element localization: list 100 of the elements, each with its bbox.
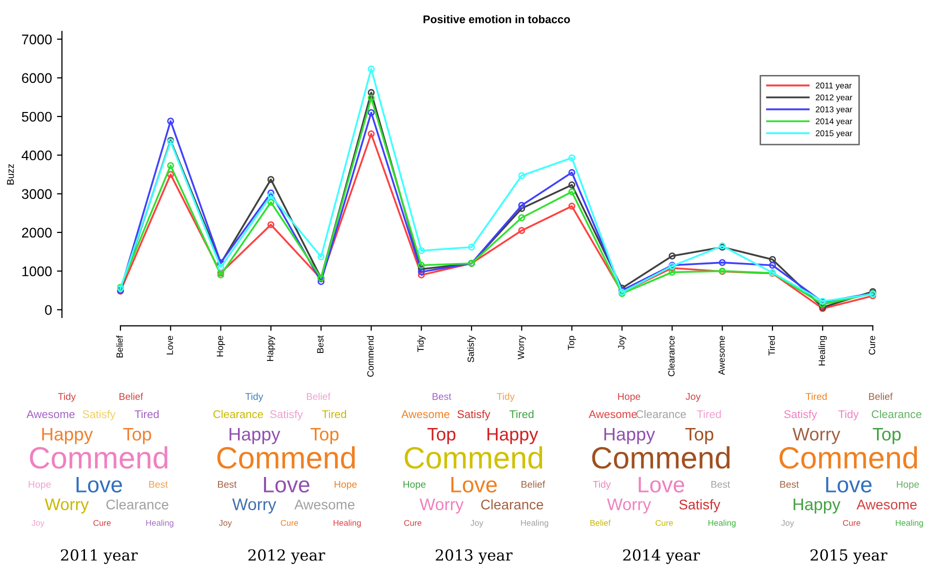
x-tick-label: Joy: [618, 336, 626, 350]
text: Satisfy: [82, 410, 116, 420]
text: Happy: [794, 498, 840, 514]
text: Hope: [334, 480, 357, 490]
text: Love: [76, 477, 122, 493]
text: Commend: [30, 446, 168, 469]
text: 2014 year: [623, 549, 700, 564]
text: Worry: [420, 498, 464, 514]
y-tick-label: 5000: [22, 112, 52, 122]
text: Hope: [896, 480, 919, 490]
legend-label: 2015 year: [816, 130, 852, 138]
text: Happy: [604, 428, 656, 444]
text: Worry: [44, 498, 89, 514]
text: Love: [638, 477, 684, 493]
text: Healing: [334, 520, 361, 528]
text: Worry: [232, 498, 276, 514]
text: Healing: [708, 520, 736, 528]
text: Clearance: [481, 499, 544, 510]
text: Cure: [280, 520, 298, 526]
x-tick-label: Tidy: [417, 336, 426, 352]
y-tick-label: 6000: [22, 73, 52, 84]
y-tick-label: 0: [45, 305, 52, 315]
text: Healing: [521, 520, 548, 528]
text: 2012 year: [248, 549, 326, 564]
text: Awesome: [588, 410, 637, 418]
text: Cure: [843, 520, 860, 526]
text: Awesome: [26, 410, 75, 418]
text: Commend: [217, 446, 355, 469]
text: Tired: [134, 410, 159, 418]
text: Hope: [28, 480, 51, 490]
text: 2011 year: [60, 549, 138, 564]
text: Cure: [404, 520, 422, 526]
text: Joy: [470, 520, 484, 528]
text: Satisfy: [784, 410, 818, 420]
x-tick-label: Happy: [267, 336, 276, 361]
text: Awesome: [401, 410, 450, 418]
text: Tidy: [838, 410, 859, 420]
text: Worry: [792, 428, 840, 444]
text: Joy: [781, 520, 794, 528]
text: Belief: [590, 520, 611, 526]
text: Best: [149, 480, 168, 488]
text: Top: [872, 428, 901, 444]
text: Top: [123, 428, 152, 444]
text: Awesome: [294, 500, 354, 510]
text: Commend: [780, 446, 917, 469]
text: Clearance: [213, 410, 264, 418]
text: Tired: [806, 392, 827, 400]
y-tick-label: 2000: [22, 228, 52, 238]
text: Satisfy: [457, 410, 490, 420]
x-tick-label: Tired: [768, 336, 775, 356]
text: Belief: [120, 392, 144, 400]
text: Belief: [869, 392, 893, 400]
text: Clearance: [872, 410, 922, 418]
text: Top: [427, 428, 456, 444]
text: Best: [711, 480, 730, 488]
text: 2013 year: [436, 549, 513, 564]
text: Satisfy: [270, 410, 303, 420]
text: Top: [310, 428, 339, 444]
y-tick-label: 3000: [22, 189, 52, 199]
text: Joy: [219, 520, 232, 528]
text: Tired: [510, 410, 534, 418]
text: Belief: [306, 392, 330, 400]
y-tick-label: 1000: [22, 266, 52, 276]
text: Commend: [592, 446, 730, 469]
text: Worry: [607, 498, 652, 514]
text: Cure: [93, 520, 111, 526]
legend-label: 2014 year: [816, 118, 852, 126]
text: Tired: [322, 410, 346, 418]
text: Happy: [42, 428, 93, 444]
text: Tidy: [592, 480, 611, 490]
text: Commend: [404, 446, 542, 469]
text: 2015 year: [810, 549, 888, 564]
text: Clearance: [636, 410, 686, 418]
x-tick-label: Worry: [518, 336, 526, 360]
x-tick-label: Belief: [116, 336, 123, 358]
text: Love: [826, 477, 872, 493]
y-tick-label: 7000: [22, 34, 52, 44]
text: Tired: [696, 410, 721, 418]
x-tick-label: Awesome: [718, 336, 725, 375]
x-tick-label: Best: [317, 336, 324, 353]
text: Healing: [896, 520, 923, 528]
legend-label: 2011 year: [816, 82, 852, 90]
text: Awesome: [856, 500, 917, 510]
text: Joy: [686, 393, 701, 402]
text: Happy: [230, 428, 280, 444]
text: Cure: [656, 520, 673, 526]
x-tick-label: Top: [568, 336, 576, 350]
text: Tidy: [58, 392, 76, 402]
text: Hope: [404, 480, 426, 490]
legend-label: 2012 year: [816, 94, 852, 102]
text: Love: [264, 477, 310, 493]
y-tick-label: 4000: [22, 150, 52, 160]
text: Belief: [522, 480, 546, 488]
x-tick-label: Commend: [367, 336, 374, 377]
x-tick-label: Clearance: [668, 336, 675, 376]
text: Clearance: [106, 499, 168, 510]
x-tick-label: Healing: [818, 336, 827, 366]
legend-label: 2013 year: [816, 106, 852, 114]
text: Best: [432, 393, 452, 400]
x-tick-label: Cure: [868, 336, 876, 355]
